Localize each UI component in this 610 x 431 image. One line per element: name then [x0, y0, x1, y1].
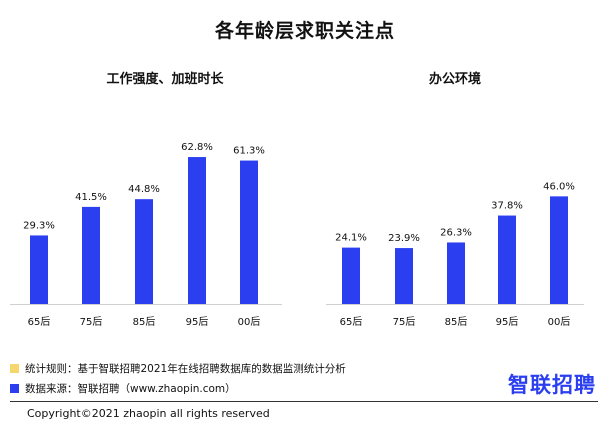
- legend-rule: 统计规则：基于智联招聘2021年在线招聘数据库的数据监测统计分析: [10, 361, 346, 376]
- zhaopin-logo: 智联招聘: [508, 373, 596, 397]
- bar-value-label: 61.3%: [233, 146, 265, 157]
- bar-4: [498, 215, 516, 304]
- bar-value-label: 24.1%: [335, 233, 367, 244]
- category-label: 65后: [340, 316, 363, 328]
- bar-value-label: 44.8%: [128, 184, 160, 195]
- bar-2: [82, 206, 100, 304]
- bar-1: [30, 235, 48, 304]
- bar-3: [135, 199, 153, 304]
- bar-value-label: 62.8%: [181, 142, 213, 153]
- bar-1: [342, 247, 360, 304]
- category-label: 95后: [186, 316, 209, 328]
- bar-value-label: 37.8%: [491, 201, 523, 212]
- category-label: 95后: [496, 316, 519, 328]
- category-label: 00后: [548, 316, 571, 328]
- legend-source-text: 数据来源：智联招聘（www.zhaopin.com）: [25, 383, 236, 395]
- bar-5: [550, 196, 568, 304]
- copyright-text: Copyright©2021 zhaopin all rights reserv…: [27, 407, 270, 420]
- legend-swatch-yellow: [10, 364, 19, 373]
- footer-divider: [10, 401, 598, 402]
- bar-value-label: 29.3%: [23, 220, 55, 231]
- bar-value-label: 41.5%: [75, 192, 107, 203]
- chart-2-title: 办公环境: [428, 72, 481, 87]
- legend-rule-text: 统计规则：基于智联招聘2021年在线招聘数据库的数据监测统计分析: [25, 363, 346, 375]
- category-label: 75后: [393, 316, 416, 328]
- legend-source: 数据来源：智联招聘（www.zhaopin.com）: [10, 381, 236, 396]
- category-label: 00后: [238, 316, 261, 328]
- category-label: 85后: [445, 316, 468, 328]
- bar-value-label: 26.3%: [440, 227, 472, 238]
- bar-2: [395, 248, 413, 304]
- bar-value-label: 46.0%: [543, 181, 575, 192]
- bar-value-label: 23.9%: [388, 233, 420, 244]
- bar-5: [240, 160, 258, 304]
- category-label: 75后: [80, 316, 103, 328]
- page-title: 各年龄层求职关注点: [214, 20, 395, 42]
- bar-4: [188, 157, 206, 304]
- legend-swatch-blue: [10, 384, 19, 393]
- category-label: 65后: [28, 316, 51, 328]
- chart-1-title: 工作强度、加班时长: [106, 72, 224, 87]
- category-label: 85后: [133, 316, 156, 328]
- bar-3: [447, 242, 465, 304]
